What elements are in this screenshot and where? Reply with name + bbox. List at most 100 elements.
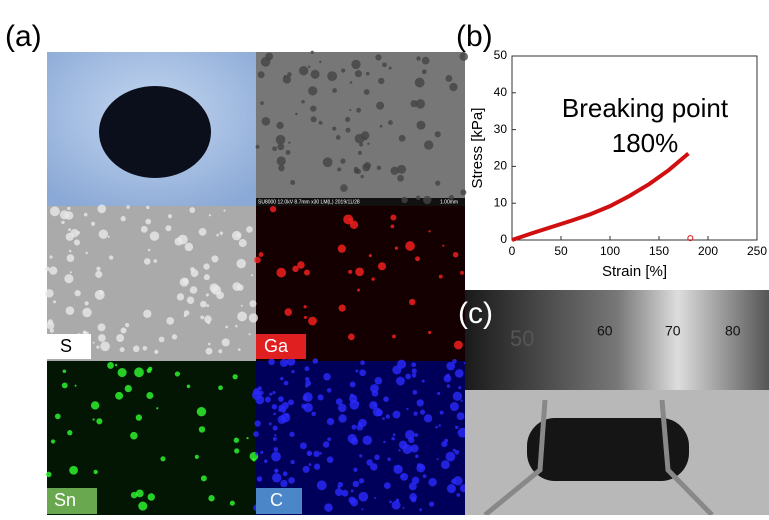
texture-spot xyxy=(108,236,110,238)
texture-spot xyxy=(338,482,343,487)
texture-spot xyxy=(251,274,253,276)
texture-spot xyxy=(218,349,222,353)
texture-spot xyxy=(354,167,359,172)
texture-spot xyxy=(50,328,54,332)
texture-spot xyxy=(270,206,276,212)
x-tick-label: 150 xyxy=(649,244,669,258)
texture-spot xyxy=(453,252,459,258)
texture-spot xyxy=(125,323,129,327)
texture-spot xyxy=(235,325,238,328)
element-label: C xyxy=(270,490,283,510)
texture-spot xyxy=(371,277,374,280)
texture-spot xyxy=(355,70,362,77)
texture-spot xyxy=(303,395,308,400)
texture-spot xyxy=(353,481,360,488)
texture-spot xyxy=(327,437,331,441)
y-tick-label: 20 xyxy=(494,159,508,173)
ruler-label: 70 xyxy=(665,323,681,339)
texture-spot xyxy=(208,495,214,501)
texture-spot xyxy=(49,267,57,275)
texture-spot xyxy=(348,333,355,340)
texture-spot xyxy=(143,346,148,351)
texture-spot xyxy=(323,441,330,448)
texture-spot xyxy=(50,206,60,216)
element-label: Sn xyxy=(54,490,76,510)
texture-spot xyxy=(356,108,361,113)
texture-spot xyxy=(268,358,275,365)
texture-spot xyxy=(304,316,307,319)
texture-spot xyxy=(115,392,123,400)
texture-spot xyxy=(375,54,381,60)
y-tick-label: 30 xyxy=(494,122,508,136)
texture-spot xyxy=(76,231,80,235)
texture-spot xyxy=(361,175,364,178)
texture-spot xyxy=(276,122,283,129)
texture-spot xyxy=(380,125,383,128)
texture-spot xyxy=(62,383,68,389)
texture-spot xyxy=(309,463,312,466)
texture-spot xyxy=(93,470,97,474)
texture-spot xyxy=(317,480,327,490)
texture-spot xyxy=(355,134,365,144)
texture-spot xyxy=(197,407,206,416)
texture-spot xyxy=(410,100,417,107)
texture-spot xyxy=(278,165,284,171)
texture-spot xyxy=(99,229,108,238)
texture-spot xyxy=(401,197,407,203)
texture-spot xyxy=(253,431,259,437)
texture-spot xyxy=(295,113,298,116)
texture-spot xyxy=(441,460,450,469)
texture-spot xyxy=(276,268,286,278)
texture-spot xyxy=(55,413,61,419)
texture-spot xyxy=(311,412,316,417)
texture-spot xyxy=(393,465,402,474)
texture-spot xyxy=(269,393,272,396)
texture-spot xyxy=(319,61,321,63)
texture-spot xyxy=(327,418,334,425)
texture-spot xyxy=(303,403,312,412)
texture-spot xyxy=(255,453,258,456)
x-tick-label: 0 xyxy=(509,244,516,258)
texture-spot xyxy=(398,449,400,451)
texture-spot xyxy=(351,438,358,445)
texture-spot xyxy=(223,210,225,212)
texture-spot xyxy=(60,210,69,219)
texture-spot xyxy=(156,407,158,409)
texture-spot xyxy=(453,392,462,401)
texture-spot xyxy=(337,167,341,171)
texture-spot xyxy=(409,299,415,305)
texture-spot xyxy=(411,362,416,367)
texture-spot xyxy=(280,377,283,380)
texture-spot xyxy=(133,345,140,352)
texture-spot xyxy=(205,348,212,355)
texture-spot xyxy=(390,167,398,175)
texture-spot xyxy=(359,369,366,376)
texture-spot xyxy=(283,471,288,476)
texture-spot xyxy=(311,51,314,54)
panel-label: (c) xyxy=(458,297,493,330)
texture-spot xyxy=(50,255,53,258)
texture-spot xyxy=(348,497,355,504)
texture-spot xyxy=(327,456,334,463)
texture-spot xyxy=(391,225,395,229)
texture-spot xyxy=(447,484,456,493)
texture-spot xyxy=(259,252,264,257)
texture-spot xyxy=(53,300,56,303)
texture-spot xyxy=(241,305,243,307)
texture-spot xyxy=(100,342,110,352)
texture-spot xyxy=(396,499,399,502)
texture-spot xyxy=(201,475,207,481)
texture-spot xyxy=(382,417,385,420)
texture-spot xyxy=(422,57,430,65)
texture-spot xyxy=(453,449,456,452)
texture-spot xyxy=(288,399,294,405)
texture-spot xyxy=(359,454,362,457)
texture-spot xyxy=(400,473,408,481)
texture-spot xyxy=(384,482,391,489)
texture-spot xyxy=(254,420,260,426)
texture-spot xyxy=(180,278,189,287)
texture-spot xyxy=(220,232,223,235)
y-tick-label: 10 xyxy=(494,195,508,209)
texture-spot xyxy=(66,306,75,315)
texture-spot xyxy=(449,195,454,200)
